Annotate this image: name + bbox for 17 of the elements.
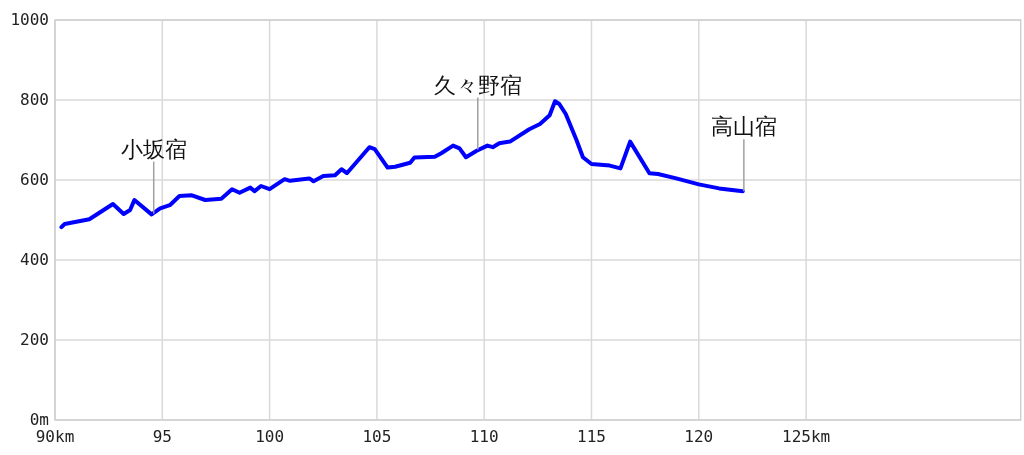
x-tick-label: 120	[684, 427, 714, 446]
y-tick-label: 400	[20, 249, 49, 269]
y-tick-label: 600	[20, 169, 49, 189]
y-tick-label: 800	[20, 89, 49, 109]
x-tick-label: 95	[152, 427, 172, 446]
x-tick-label: 105	[362, 427, 392, 446]
y-tick-label: 1000	[10, 9, 49, 29]
x-tick-label: 100	[255, 427, 285, 446]
x-tick-label: 90km	[35, 427, 75, 446]
y-tick-label: 0m	[29, 409, 49, 429]
annotation: 小坂宿	[120, 136, 187, 162]
annotation: 高山宿	[710, 114, 777, 140]
y-tick-label: 200	[20, 329, 49, 349]
x-tick-label: 125km	[782, 427, 831, 446]
x-tick-label: 110	[469, 427, 499, 446]
annotation: 久々野宿	[433, 72, 522, 98]
x-tick-label: 115	[577, 427, 606, 446]
